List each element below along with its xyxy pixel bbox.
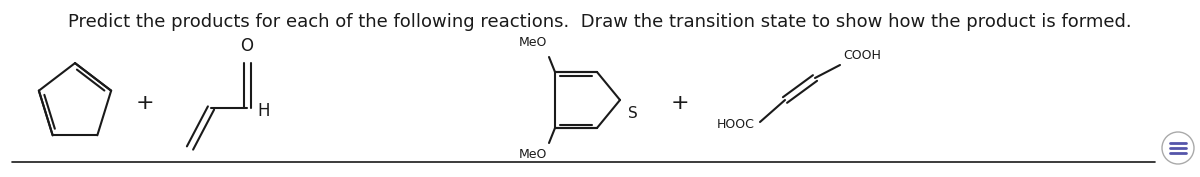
Text: S: S [628, 107, 637, 121]
Text: H: H [257, 102, 270, 120]
Text: HOOC: HOOC [718, 118, 755, 132]
Text: Predict the products for each of the following reactions.  Draw the transition s: Predict the products for each of the fol… [68, 13, 1132, 31]
Text: +: + [671, 93, 689, 113]
Text: O: O [240, 37, 253, 55]
Text: MeO: MeO [518, 148, 547, 161]
Text: +: + [136, 93, 155, 113]
Text: MeO: MeO [518, 36, 547, 49]
Text: COOH: COOH [842, 49, 881, 62]
